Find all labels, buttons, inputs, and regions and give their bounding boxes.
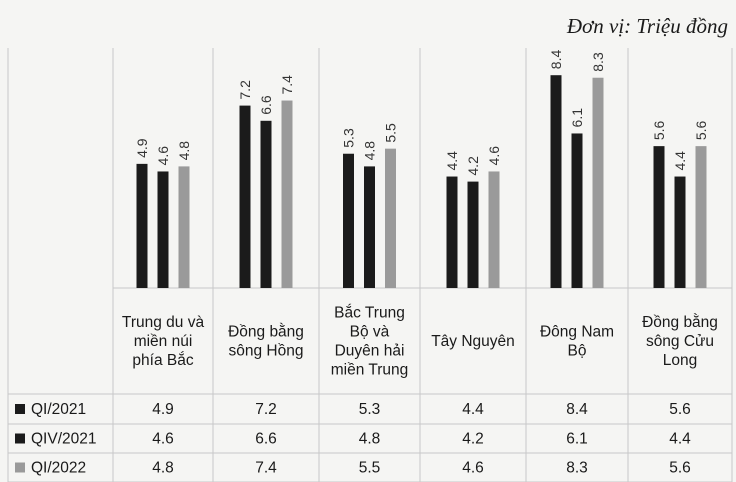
data-label: 4.2 <box>465 156 481 176</box>
category-label: Bộ <box>568 343 587 360</box>
bar-qi-2022 <box>281 100 293 289</box>
data-label: 4.6 <box>155 146 171 166</box>
data-label: 4.8 <box>176 141 192 161</box>
bar-qi-2021 <box>343 153 354 288</box>
table-cell: 6.6 <box>255 431 277 448</box>
category-label: Đồng bằng <box>228 324 304 341</box>
category-label: sông Hồng <box>229 343 304 360</box>
legend-label: QI/2022 <box>31 460 86 477</box>
category-label: Trung du và <box>122 314 205 331</box>
legend-swatch <box>15 462 25 473</box>
category-label: phía Bắc <box>132 352 193 369</box>
category-label: Bộ và <box>350 324 390 341</box>
bar-qi-2022 <box>695 146 707 288</box>
bar-qiv-2021 <box>674 176 686 288</box>
category-label: miền núi <box>134 333 193 350</box>
bar-qi-2021 <box>653 146 665 288</box>
table-cell: 5.5 <box>359 460 381 477</box>
data-label: 6.6 <box>258 95 274 115</box>
table-cell: 8.3 <box>566 460 588 477</box>
table-cell: 5.6 <box>669 460 691 477</box>
table-cell: 5.6 <box>669 401 691 418</box>
table-cell: 4.2 <box>462 431 484 448</box>
legend-swatch <box>15 404 25 414</box>
table-cell: 4.9 <box>152 401 174 418</box>
table-cell: 4.4 <box>669 431 691 448</box>
data-label: 5.5 <box>383 123 399 143</box>
bar-qi-2022 <box>488 171 500 288</box>
category-label: Bắc Trung <box>334 305 405 322</box>
data-label: 5.6 <box>651 120 667 140</box>
category-label: miền Trung <box>331 362 409 379</box>
bar-qi-2021 <box>550 75 562 288</box>
data-label: 4.8 <box>362 141 378 161</box>
bar-qi-2021 <box>136 163 148 288</box>
category-label: sông Cửu <box>646 333 714 350</box>
data-label: 6.1 <box>569 108 585 128</box>
data-label: 4.4 <box>444 151 460 171</box>
table-cell: 7.4 <box>255 460 277 477</box>
legend-label: QIV/2021 <box>31 431 97 448</box>
table-cell: 7.2 <box>255 401 277 418</box>
category-label: Duyên hải <box>335 343 405 360</box>
bar-qiv-2021 <box>260 120 272 288</box>
data-label: 7.4 <box>279 75 295 95</box>
data-label: 4.6 <box>486 146 502 166</box>
data-label: 7.2 <box>237 80 253 100</box>
table-cell: 4.8 <box>359 431 381 448</box>
table-cell: 4.8 <box>152 460 174 477</box>
data-label: 5.6 <box>693 120 709 140</box>
bar-qi-2022 <box>385 148 396 288</box>
bar-qiv-2021 <box>467 181 479 288</box>
table-cell: 4.6 <box>462 460 484 477</box>
unit-label: Đơn vị: Triệu đồng <box>566 14 728 38</box>
bar-qi-2021 <box>446 176 458 288</box>
data-label: 4.9 <box>134 138 150 158</box>
data-label: 8.4 <box>548 50 564 70</box>
legend-swatch <box>15 433 25 444</box>
data-label: 8.3 <box>590 52 606 72</box>
legend-label: QI/2021 <box>31 401 86 418</box>
category-label: Long <box>663 352 697 369</box>
category-label: Đồng bằng <box>642 314 718 331</box>
bar-qiv-2021 <box>157 171 169 288</box>
bar-qiv-2021 <box>364 166 375 288</box>
category-label: Đông Nam <box>540 324 614 341</box>
bar-qiv-2021 <box>571 133 583 288</box>
table-cell: 8.4 <box>566 401 588 418</box>
data-label: 4.4 <box>672 151 688 171</box>
bar-qi-2021 <box>239 105 251 288</box>
data-label: 5.3 <box>341 128 357 148</box>
category-label: Tây Nguyên <box>431 333 515 350</box>
table-cell: 5.3 <box>359 401 381 418</box>
table-cell: 4.4 <box>462 401 484 418</box>
table-cell: 4.6 <box>152 431 174 448</box>
table-cell: 6.1 <box>566 431 588 448</box>
bar-qi-2022 <box>178 166 190 288</box>
bar-qi-2022 <box>592 77 604 288</box>
